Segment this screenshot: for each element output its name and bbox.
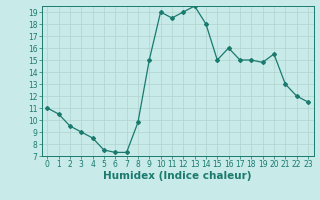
X-axis label: Humidex (Indice chaleur): Humidex (Indice chaleur) [103, 171, 252, 181]
